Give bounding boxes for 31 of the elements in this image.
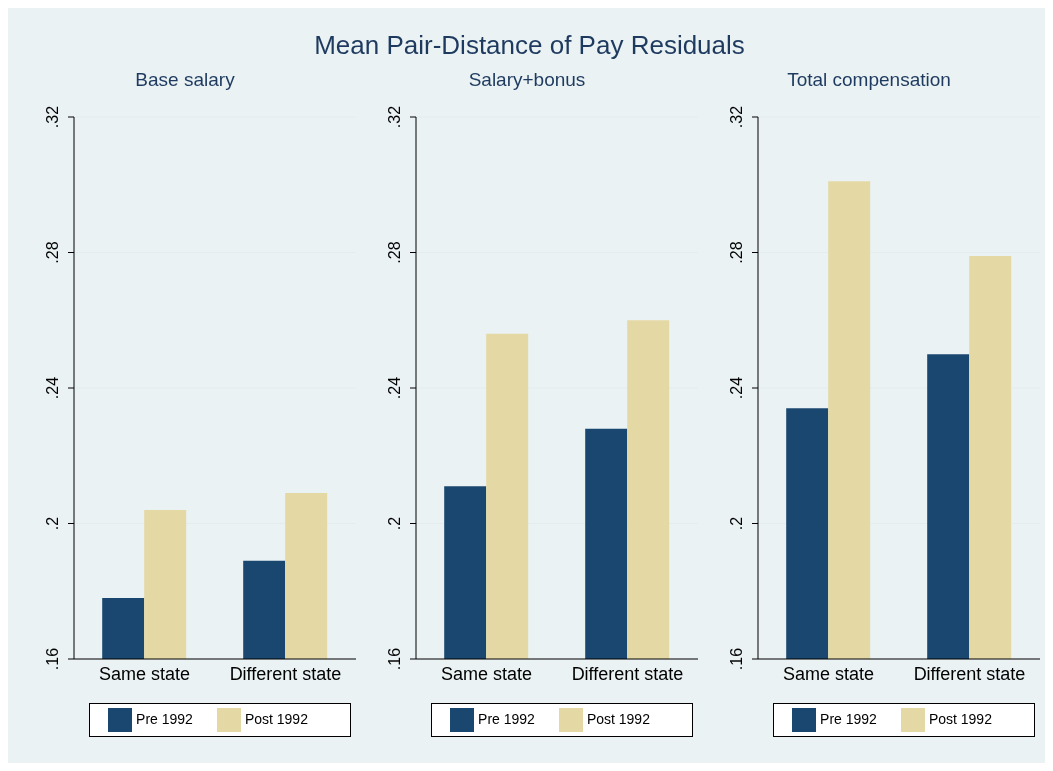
y-tick-label: .32 bbox=[728, 105, 745, 129]
y-tick-label: .24 bbox=[728, 376, 745, 400]
y-tick-label: .28 bbox=[44, 241, 61, 264]
x-tick-label: Same state bbox=[782, 663, 875, 684]
y-tick-label: .28 bbox=[728, 241, 745, 264]
legend-label: Post 1992 bbox=[244, 710, 308, 727]
y-tick-label: .16 bbox=[44, 647, 61, 671]
y-tick-label: .2 bbox=[728, 516, 745, 531]
y-tick-label: .16 bbox=[386, 647, 403, 671]
y-tick-label: .2 bbox=[386, 516, 403, 531]
legend-label: Post 1992 bbox=[586, 710, 650, 727]
chart-title: Total compensation bbox=[786, 69, 952, 92]
legend-label: Pre 1992 bbox=[820, 710, 877, 727]
y-tick-label: .2 bbox=[44, 516, 61, 531]
y-tick-label: .16 bbox=[728, 647, 745, 671]
chart-title: Base salary bbox=[134, 69, 236, 92]
y-tick-label: .28 bbox=[386, 241, 403, 264]
y-tick-label: .24 bbox=[44, 376, 61, 400]
y-tick-label: .32 bbox=[386, 105, 403, 129]
x-tick-label: Different state bbox=[913, 663, 1026, 684]
y-tick-label: .32 bbox=[44, 105, 61, 129]
legend-label: Pre 1992 bbox=[136, 710, 193, 727]
legend-label: Pre 1992 bbox=[478, 710, 535, 727]
text: Mean Pair-Distance of Pay Residuals bbox=[313, 29, 746, 62]
legend-label: Post 1992 bbox=[928, 710, 992, 727]
x-tick-label: Different state bbox=[229, 663, 342, 684]
x-tick-label: Same state bbox=[98, 663, 191, 684]
y-tick-label: .24 bbox=[386, 376, 403, 400]
chart-title: Salary+bonus bbox=[467, 69, 587, 92]
x-tick-label: Same state bbox=[440, 663, 533, 684]
x-tick-label: Different state bbox=[571, 663, 684, 684]
